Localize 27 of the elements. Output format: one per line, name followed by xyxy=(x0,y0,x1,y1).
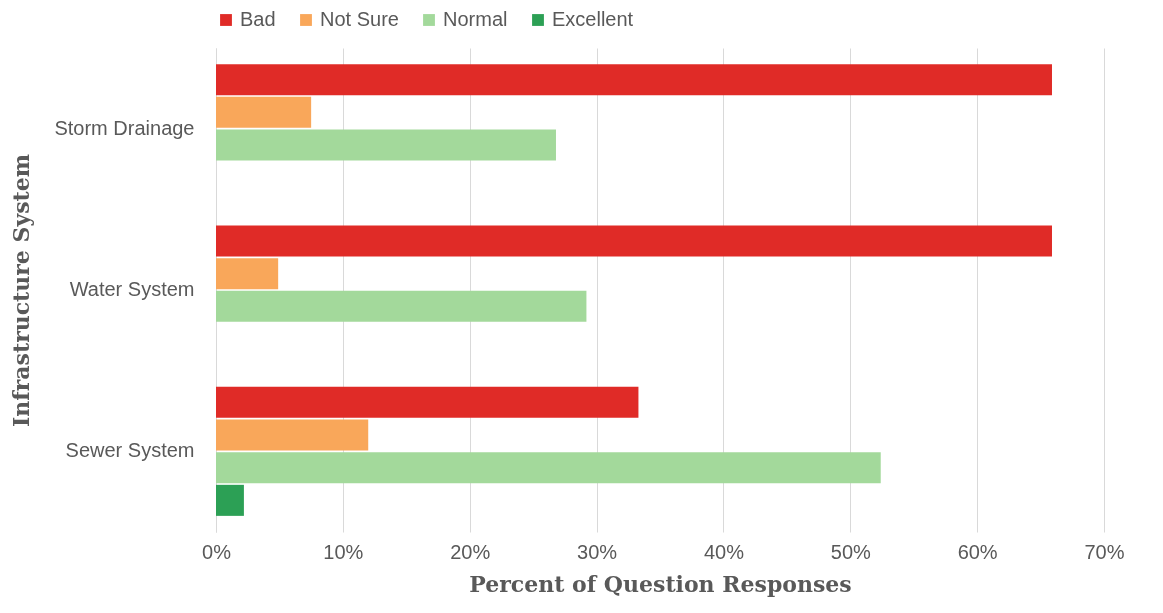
x-tick-label: 70% xyxy=(1084,540,1125,563)
x-axis-title: Percent of Question Responses xyxy=(469,570,852,597)
bar xyxy=(216,96,312,128)
bar xyxy=(216,129,556,161)
y-tick-label: Storm Drainage xyxy=(54,116,195,139)
y-tick-label: Water System xyxy=(69,278,195,300)
bar xyxy=(216,484,244,516)
bar xyxy=(216,290,587,322)
legend-label: Normal xyxy=(443,8,508,30)
x-tick-label: 10% xyxy=(323,540,364,563)
x-tick-label: 40% xyxy=(703,540,745,563)
legend-label: Not Sure xyxy=(320,8,399,30)
bar xyxy=(216,258,279,290)
x-tick-label: 60% xyxy=(957,540,998,563)
bar xyxy=(216,64,1052,96)
x-tick-label: 0% xyxy=(202,540,232,563)
bar xyxy=(216,386,639,418)
x-tick-label: 50% xyxy=(830,540,872,563)
legend-label: Bad xyxy=(240,8,276,30)
bar xyxy=(216,225,1052,257)
y-axis-title: Infrastructure System xyxy=(8,153,35,428)
y-tick-label: Sewer System xyxy=(65,439,195,462)
bar xyxy=(216,452,881,484)
x-tick-label: 20% xyxy=(450,540,491,563)
x-tick-label: 30% xyxy=(577,540,618,563)
bar xyxy=(216,419,369,451)
legend-label: Excellent xyxy=(552,8,634,30)
